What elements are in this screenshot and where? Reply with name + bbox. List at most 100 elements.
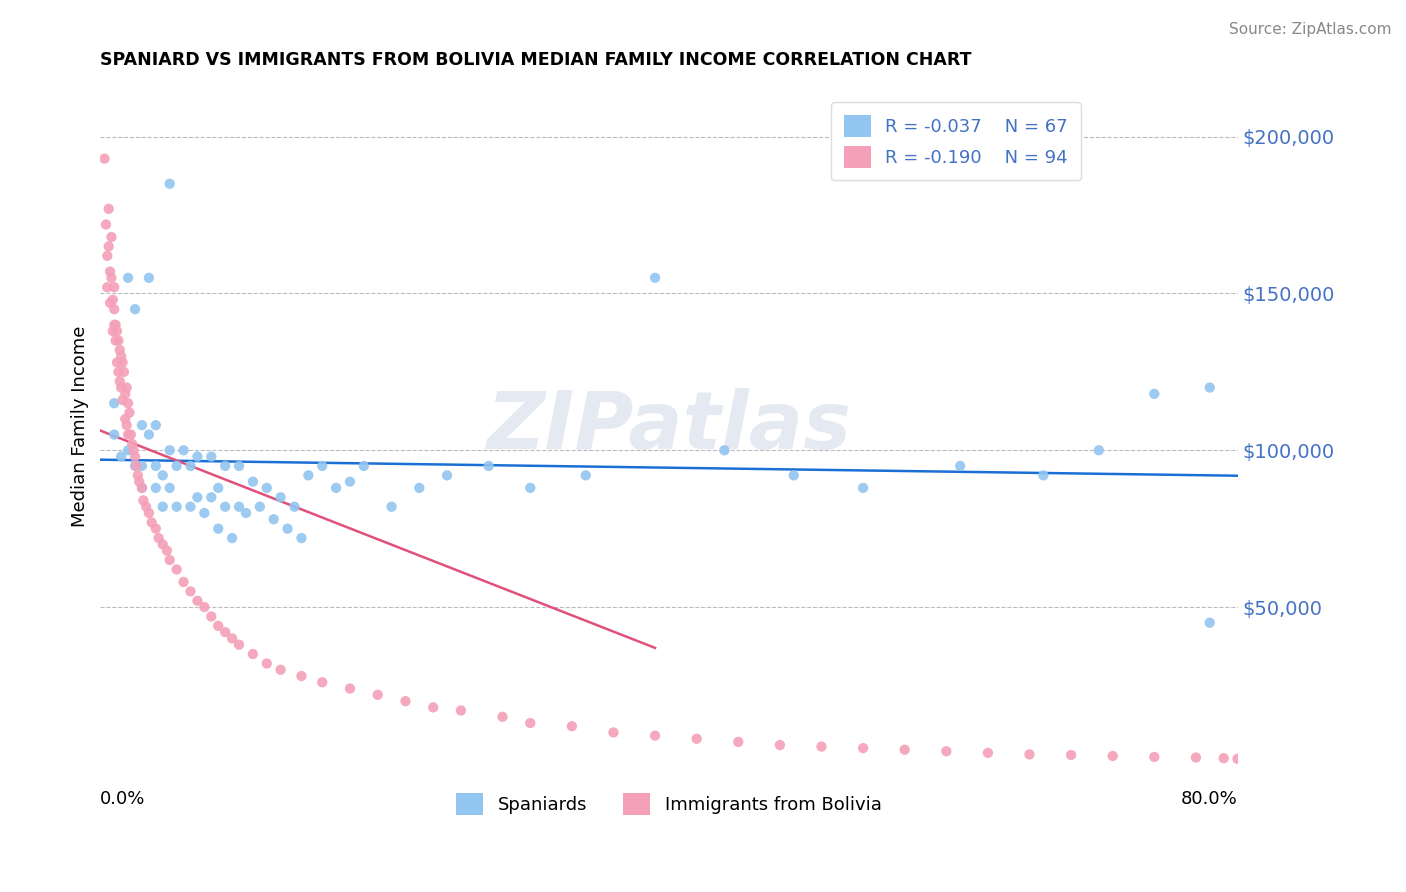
Point xyxy=(124,302,146,317)
Point xyxy=(491,710,513,724)
Point xyxy=(367,688,389,702)
Point xyxy=(713,443,735,458)
Point xyxy=(686,731,709,746)
Point xyxy=(200,609,222,624)
Point xyxy=(96,280,118,294)
Text: SPANIARD VS IMMIGRANTS FROM BOLIVIA MEDIAN FAMILY INCOME CORRELATION CHART: SPANIARD VS IMMIGRANTS FROM BOLIVIA MEDI… xyxy=(100,51,972,69)
Point xyxy=(1060,747,1083,762)
Point xyxy=(186,450,208,464)
Point xyxy=(103,302,125,317)
Point xyxy=(98,264,121,278)
Point xyxy=(1143,750,1166,764)
Point xyxy=(103,396,125,410)
Point xyxy=(98,296,121,310)
Point xyxy=(131,481,153,495)
Point xyxy=(179,584,201,599)
Point xyxy=(121,437,143,451)
Point xyxy=(107,365,129,379)
Point xyxy=(156,543,179,558)
Point xyxy=(108,343,131,357)
Point xyxy=(186,491,208,505)
Point xyxy=(339,475,361,489)
Point xyxy=(152,468,174,483)
Point xyxy=(145,458,167,473)
Point xyxy=(561,719,583,733)
Point xyxy=(117,270,139,285)
Point xyxy=(111,355,134,369)
Point xyxy=(141,516,163,530)
Point xyxy=(283,500,305,514)
Point xyxy=(114,387,136,401)
Point xyxy=(104,334,127,348)
Point xyxy=(256,657,278,671)
Point xyxy=(214,458,236,473)
Point xyxy=(120,427,142,442)
Point xyxy=(644,729,666,743)
Point xyxy=(186,594,208,608)
Point xyxy=(228,458,250,473)
Point xyxy=(173,574,195,589)
Y-axis label: Median Family Income: Median Family Income xyxy=(72,326,89,527)
Point xyxy=(602,725,624,739)
Point xyxy=(769,738,792,752)
Point xyxy=(193,600,215,615)
Point xyxy=(207,522,229,536)
Point xyxy=(128,475,150,489)
Point xyxy=(117,427,139,442)
Point xyxy=(122,443,145,458)
Point xyxy=(145,418,167,433)
Legend: Spaniards, Immigrants from Bolivia: Spaniards, Immigrants from Bolivia xyxy=(449,786,889,822)
Point xyxy=(1088,443,1111,458)
Point xyxy=(159,443,181,458)
Point xyxy=(200,491,222,505)
Point xyxy=(478,458,501,473)
Point xyxy=(103,280,125,294)
Point xyxy=(111,393,134,408)
Point xyxy=(173,443,195,458)
Text: ZIPatlas: ZIPatlas xyxy=(486,388,852,466)
Point xyxy=(228,638,250,652)
Point xyxy=(727,735,749,749)
Point xyxy=(1226,752,1249,766)
Point xyxy=(131,458,153,473)
Point xyxy=(103,427,125,442)
Point xyxy=(249,500,271,514)
Point xyxy=(977,746,1000,760)
Text: 0.0%: 0.0% xyxy=(100,790,146,808)
Point xyxy=(166,562,188,576)
Point xyxy=(270,491,292,505)
Point xyxy=(949,458,972,473)
Point xyxy=(381,500,404,514)
Point xyxy=(935,744,957,758)
Point xyxy=(159,177,181,191)
Point xyxy=(519,481,541,495)
Point xyxy=(115,380,138,394)
Point xyxy=(97,239,120,253)
Point xyxy=(101,324,124,338)
Point xyxy=(103,318,125,332)
Point xyxy=(104,318,127,332)
Point xyxy=(436,468,458,483)
Point xyxy=(97,202,120,216)
Point xyxy=(1032,468,1054,483)
Point xyxy=(311,458,333,473)
Point xyxy=(297,468,319,483)
Point xyxy=(263,512,285,526)
Point xyxy=(256,481,278,495)
Point xyxy=(115,418,138,433)
Point xyxy=(1198,380,1220,394)
Point xyxy=(94,218,117,232)
Point xyxy=(1212,751,1234,765)
Point xyxy=(100,230,122,244)
Point xyxy=(135,500,157,514)
Point xyxy=(159,553,181,567)
Point xyxy=(110,380,132,394)
Point xyxy=(214,500,236,514)
Point xyxy=(145,481,167,495)
Text: Source: ZipAtlas.com: Source: ZipAtlas.com xyxy=(1229,22,1392,37)
Point xyxy=(290,531,312,545)
Point xyxy=(124,450,146,464)
Point xyxy=(179,500,201,514)
Point xyxy=(166,458,188,473)
Point xyxy=(96,249,118,263)
